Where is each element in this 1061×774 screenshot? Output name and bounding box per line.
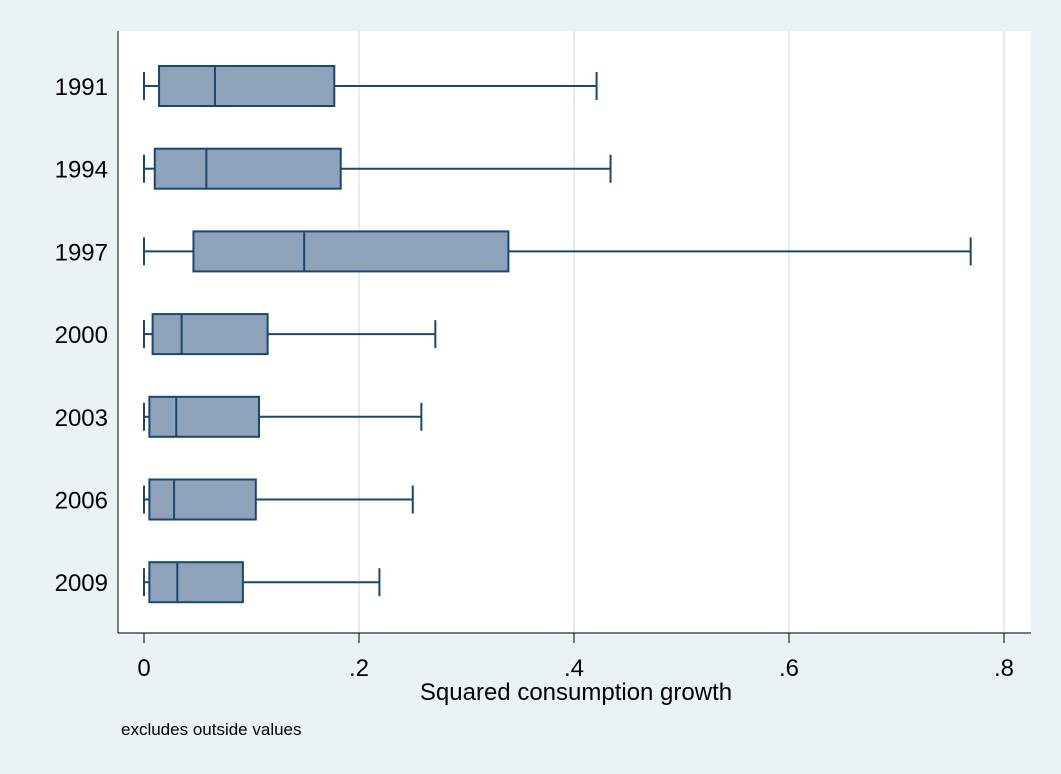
x-tick-label: 0 — [137, 655, 150, 682]
box-2000 — [143, 313, 437, 356]
x-tick-label: .6 — [779, 655, 799, 682]
y-category-label: 1991 — [55, 74, 108, 101]
iqr-box — [153, 147, 342, 190]
iqr-box — [192, 230, 510, 273]
box-1994 — [143, 147, 612, 190]
chart-note: excludes outside values — [121, 720, 302, 739]
iqr-box — [148, 561, 244, 604]
box-2003 — [143, 395, 423, 438]
box-2006 — [143, 478, 414, 521]
iqr-box — [148, 478, 257, 521]
x-axis-label: Squared consumption growth — [420, 679, 732, 706]
iqr-box — [151, 313, 269, 356]
iqr-box — [148, 395, 261, 438]
box-2009 — [143, 561, 381, 604]
x-tick-label: .2 — [349, 655, 369, 682]
y-category-label: 2003 — [55, 405, 108, 432]
x-axis-ticks: 0 .2 .4 .6 .8 — [137, 633, 1014, 682]
y-category-label: 1997 — [55, 239, 108, 266]
grid-layer — [358, 31, 1005, 632]
y-axis-labels: 1991 1994 1997 2000 2003 2006 2009 — [55, 74, 108, 597]
y-category-label: 2009 — [55, 570, 108, 597]
box-1991 — [143, 65, 598, 107]
y-category-label: 2006 — [55, 488, 108, 515]
x-tick-label: .4 — [564, 655, 584, 682]
y-category-label: 2000 — [55, 322, 108, 349]
y-category-label: 1994 — [55, 157, 108, 184]
iqr-box — [158, 65, 336, 107]
x-tick-label: .8 — [994, 655, 1014, 682]
box-1997 — [143, 230, 972, 273]
boxes-layer — [143, 65, 972, 604]
